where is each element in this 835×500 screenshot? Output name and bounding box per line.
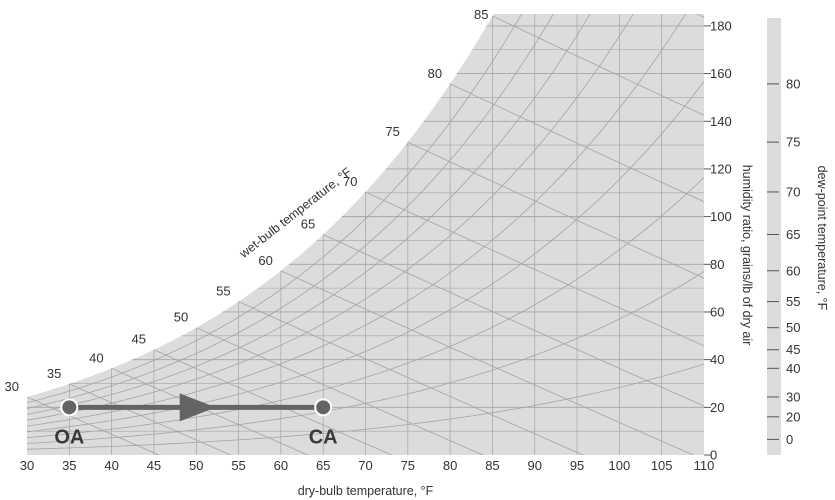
dew-point-scale-band <box>767 18 781 455</box>
ca-point-label: CA <box>309 426 338 448</box>
wet-bulb-label: 80 <box>428 66 442 81</box>
wet-bulb-line <box>492 15 704 116</box>
x-tick-label: 105 <box>651 458 673 473</box>
wet-bulb-line <box>323 234 704 407</box>
wet-bulb-line <box>365 191 704 347</box>
x-axis-title: dry-bulb temperature, °F <box>298 484 434 498</box>
oa-point-marker <box>60 398 79 417</box>
y-tick-label: 180 <box>710 18 732 33</box>
x-tick-label: 110 <box>694 458 715 473</box>
process-line: OA CA <box>54 393 338 448</box>
wet-bulb-label: 55 <box>216 284 230 299</box>
wet-bulb-label: 70 <box>343 174 357 189</box>
y-tick-label: 100 <box>710 209 732 224</box>
wet-bulb-line <box>111 367 309 455</box>
wet-bulb-line <box>407 141 704 279</box>
dew-point-tick-label: 70 <box>786 184 800 199</box>
dew-point-tick-label: 30 <box>786 389 800 404</box>
dew-point-tick-label: 20 <box>786 409 800 424</box>
dew-point-axis-title: dew-point temperature, °F <box>815 166 829 311</box>
x-tick-label: 85 <box>485 458 499 473</box>
y-axis-title: humidity ratio, grains/lb of dry air <box>740 165 754 346</box>
x-tick-label: 50 <box>189 458 203 473</box>
wet-bulb-label: 50 <box>174 310 188 325</box>
x-tick-label: 45 <box>147 458 161 473</box>
relative-humidity-curve <box>27 14 523 404</box>
dew-point-tick-label: 75 <box>786 135 800 150</box>
y-tick-label: 60 <box>710 304 724 319</box>
x-tick-label: 70 <box>358 458 372 473</box>
x-tick-label: 35 <box>62 458 76 473</box>
x-tick-label: 80 <box>443 458 457 473</box>
x-tick-label: 55 <box>231 458 245 473</box>
process-arrowhead <box>179 393 216 422</box>
y-tick-label: 120 <box>710 161 732 176</box>
oa-point-label: OA <box>54 426 84 448</box>
chart-axes: 30 35 40 45 50 55 60 65 70 75 80 85 90 95 100 105 110020… <box>5 7 801 473</box>
wet-bulb-label: 35 <box>47 366 61 381</box>
wet-bulb-line <box>238 301 584 455</box>
y-tick-label: 0 <box>710 448 717 463</box>
wet-bulb-line <box>449 83 704 203</box>
wet-bulb-line <box>153 349 393 455</box>
wet-bulb-label: 75 <box>385 124 399 139</box>
wet-bulb-label: 30 <box>5 379 19 394</box>
dew-point-tick-label: 40 <box>786 361 800 376</box>
dew-point-tick-label: 50 <box>786 320 800 335</box>
dew-point-tick-label: 45 <box>786 342 800 357</box>
dew-point-tick-label: 55 <box>786 294 800 309</box>
relative-humidity-curve <box>27 177 704 439</box>
wet-bulb-line <box>27 396 160 455</box>
x-tick-label: 60 <box>274 458 288 473</box>
relative-humidity-curve <box>27 14 634 421</box>
relative-humidity-curve <box>27 81 704 433</box>
x-tick-label: 95 <box>570 458 584 473</box>
x-tick-label: 100 <box>609 458 631 473</box>
dew-point-tick-label: 60 <box>786 263 800 278</box>
relative-humidity-curve <box>27 363 704 450</box>
wet-bulb-label: 60 <box>258 253 272 268</box>
relative-humidity-curve <box>27 14 591 415</box>
y-tick-label: 40 <box>710 352 724 367</box>
x-tick-label: 75 <box>401 458 415 473</box>
ca-point-marker <box>314 398 333 417</box>
dew-point-tick-label: 0 <box>786 432 793 447</box>
relative-humidity-curve <box>27 14 554 409</box>
wet-bulb-line <box>196 327 484 455</box>
wet-bulb-line <box>69 383 232 455</box>
x-tick-label: 65 <box>316 458 330 473</box>
x-tick-label: 90 <box>528 458 542 473</box>
wet-bulb-label: 65 <box>301 217 315 232</box>
relative-humidity-curve <box>27 271 704 444</box>
wet-bulb-line <box>280 270 695 455</box>
wet-bulb-label: 40 <box>89 350 103 365</box>
y-tick-label: 140 <box>710 114 732 129</box>
y-tick-label: 160 <box>710 66 732 81</box>
x-tick-label: 40 <box>104 458 118 473</box>
y-tick-label: 80 <box>710 257 724 272</box>
x-tick-label: 30 <box>20 458 34 473</box>
dew-point-tick-label: 65 <box>786 227 800 242</box>
dew-point-tick-label: 80 <box>786 76 800 91</box>
y-tick-label: 20 <box>710 400 724 415</box>
wet-bulb-label: 85 <box>474 7 488 22</box>
wet-bulb-label: 45 <box>131 332 145 347</box>
